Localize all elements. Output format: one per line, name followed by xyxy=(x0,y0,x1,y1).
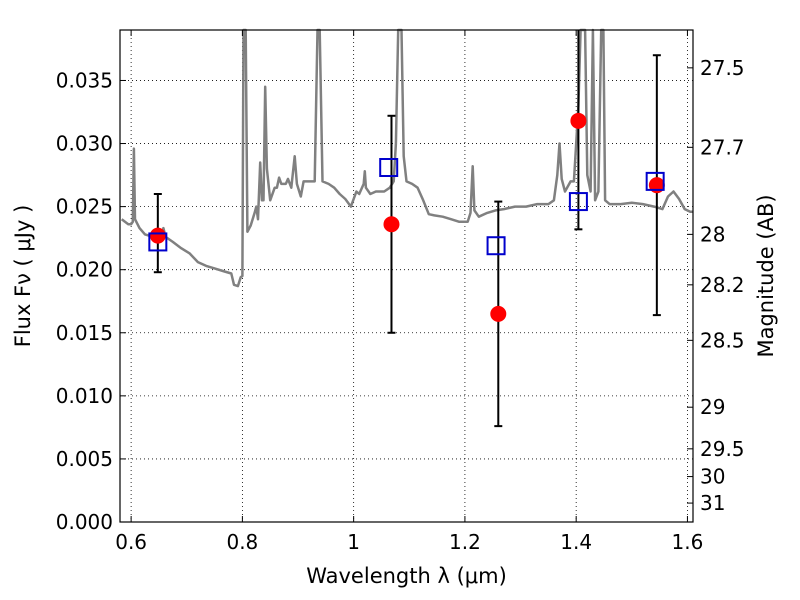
y-tick-label: 0.030 xyxy=(56,132,113,156)
y-tick-label: 0.005 xyxy=(56,447,113,471)
model-point xyxy=(486,236,506,256)
observed-point xyxy=(149,227,166,244)
right-tick-label: 28.5 xyxy=(700,328,745,352)
plot-frame xyxy=(119,29,694,523)
observed-point xyxy=(570,112,587,129)
model-point xyxy=(645,171,665,191)
right-tick-label: 29.5 xyxy=(700,437,745,461)
model-point xyxy=(568,192,588,212)
y-axis-label: Flux Fν ( μJy ) xyxy=(11,205,35,348)
right-tick-label: 27.5 xyxy=(700,56,745,80)
right-tick-label: 28.2 xyxy=(700,273,745,297)
right-tick-label: 28 xyxy=(700,222,725,246)
model-point xyxy=(379,158,399,178)
x-tick-label: 0.6 xyxy=(115,530,147,554)
x-tick-label: 1.2 xyxy=(449,530,481,554)
x-axis-label: Wavelength λ (μm) xyxy=(306,564,507,588)
spectrum-layer xyxy=(120,28,693,288)
y-tick-label: 0.010 xyxy=(56,384,113,408)
right-axis-label: Magnitude (AB) xyxy=(754,194,778,357)
x-tick-label: 1 xyxy=(347,530,360,554)
observed-point xyxy=(383,216,400,233)
y-tick-label: 0.015 xyxy=(56,321,113,345)
y-tick-label: 0.020 xyxy=(56,258,113,282)
data-points xyxy=(148,112,665,322)
y-tick-label: 0.000 xyxy=(56,510,113,534)
y-tick-label: 0.025 xyxy=(56,195,113,219)
x-tick-label: 0.8 xyxy=(226,530,258,554)
model-point xyxy=(148,232,168,252)
grid xyxy=(120,30,693,523)
right-tick-label: 30 xyxy=(700,465,725,489)
axis-ticks: 0.6 0.8 1 1.2 1.4 1.6 0.000 0.005 0.010 0.015 0.02… xyxy=(56,30,745,554)
right-tick-label: 27.7 xyxy=(700,135,745,159)
y-tick-label: 0.035 xyxy=(56,68,113,92)
observed-point xyxy=(490,305,507,322)
x-tick-label: 1.6 xyxy=(672,530,704,554)
right-tick-label: 31 xyxy=(700,491,725,515)
x-tick-label: 1.4 xyxy=(560,530,592,554)
spectrum-line xyxy=(120,28,693,288)
right-tick-label: 29 xyxy=(700,395,725,419)
